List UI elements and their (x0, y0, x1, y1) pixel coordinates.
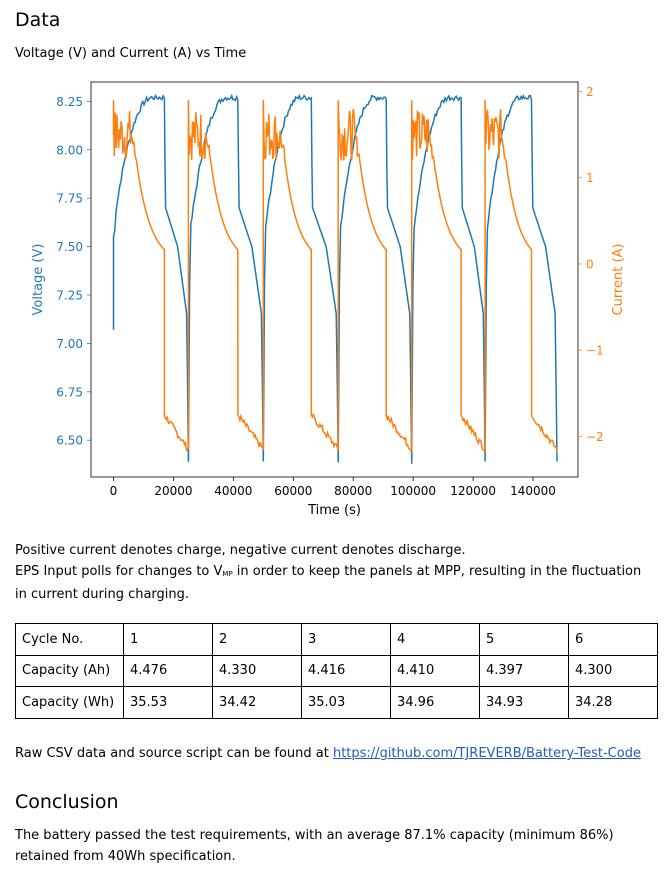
table-cell: 34.96 (390, 686, 480, 719)
table-cell: 34.42 (212, 686, 302, 719)
table-cell: 4.330 (212, 654, 302, 687)
x-tick-label: 80000 (334, 484, 372, 498)
y-left-tick-label: 7.75 (56, 192, 83, 206)
data-heading: Data (15, 9, 61, 31)
table-row: Capacity (Ah) 4.476 4.330 4.416 4.410 4.… (15, 654, 658, 687)
conclusion-heading: Conclusion (15, 791, 119, 813)
note-mpp-pre: EPS Input polls for changes to V (15, 564, 223, 579)
table-cell: 1 (123, 623, 213, 656)
table-cell: 4.397 (479, 654, 569, 687)
table-cell: 34.28 (568, 686, 658, 719)
table-cell: 3 (301, 623, 391, 656)
note-sign-convention: Positive current denotes charge, negativ… (15, 543, 466, 558)
y-left-tick-label: 7.50 (56, 240, 83, 254)
current-series-line (112, 100, 558, 453)
table-cell: 4.476 (123, 654, 213, 687)
y-right-tick-label: 1 (586, 171, 594, 185)
table-cell: 4 (390, 623, 480, 656)
table-row: Cycle No. 1 2 3 4 5 6 (15, 623, 658, 656)
table-cell: Capacity (Ah) (15, 654, 124, 687)
conclusion-text: The battery passed the test requirements… (15, 828, 614, 864)
table-cell: 5 (479, 623, 569, 656)
y-right-tick-label: 2 (586, 85, 594, 99)
voltage-current-chart: 0 20000 40000 60000 80000 100000 120000 140000 T… (31, 81, 626, 518)
x-tick-label: 20000 (154, 484, 192, 498)
x-tick-label: 140000 (510, 484, 556, 498)
table-cell: 34.93 (479, 686, 569, 719)
y-right-tick-label: 0 (586, 257, 594, 271)
y-left-tick-label: 6.75 (56, 385, 83, 399)
plot-frame (90, 81, 579, 478)
y-right-tick-label: −2 (586, 430, 604, 444)
y-left-tick-label: 8.00 (56, 143, 83, 157)
note-mpp-sub: MP (222, 570, 233, 578)
table-row: Capacity (Wh) 35.53 34.42 35.03 34.96 34… (15, 686, 658, 719)
table-cell: Cycle No. (15, 623, 124, 656)
y-left-axis-label: Voltage (V) (31, 244, 46, 316)
y-left-tick-label: 8.25 (56, 95, 83, 109)
table-cell: Capacity (Wh) (15, 686, 124, 719)
table-cell: 4.410 (390, 654, 480, 687)
raw-data-text: Raw CSV data and source script can be fo… (15, 746, 333, 761)
y-left-tick-label: 7.25 (56, 288, 83, 302)
x-tick-label: 40000 (214, 484, 252, 498)
raw-data-note: Raw CSV data and source script can be fo… (15, 744, 645, 765)
y-right-tick-label: −1 (586, 344, 604, 358)
x-tick-label: 120000 (450, 484, 496, 498)
y-left-tick-label: 6.50 (56, 434, 83, 448)
x-tick-label: 100000 (390, 484, 436, 498)
chart-caption: Voltage (V) and Current (A) vs Time (15, 46, 247, 61)
voltage-series-line (112, 93, 558, 464)
note-mpp-post: in order to keep the panels at MPP, resu… (15, 564, 642, 602)
x-axis-label: Time (s) (307, 503, 361, 518)
table-cell: 4.416 (301, 654, 391, 687)
table-cell: 4.300 (568, 654, 658, 687)
y-right-axis-label: Current (A) (611, 244, 626, 316)
x-tick-label: 60000 (274, 484, 312, 498)
note-mpp: EPS Input polls for changes to VMP in or… (15, 562, 645, 605)
table-cell: 6 (568, 623, 658, 656)
capacity-table: Cycle No. 1 2 3 4 5 6 Capacity (Ah) 4.47… (15, 623, 658, 719)
x-tick-label: 0 (110, 484, 118, 498)
y-left-tick-label: 7.00 (56, 337, 83, 351)
table-cell: 35.03 (301, 686, 391, 719)
github-link[interactable]: https://github.com/TJREVERB/Battery-Test… (332, 746, 641, 761)
table-cell: 2 (212, 623, 302, 656)
table-cell: 35.53 (123, 686, 213, 719)
